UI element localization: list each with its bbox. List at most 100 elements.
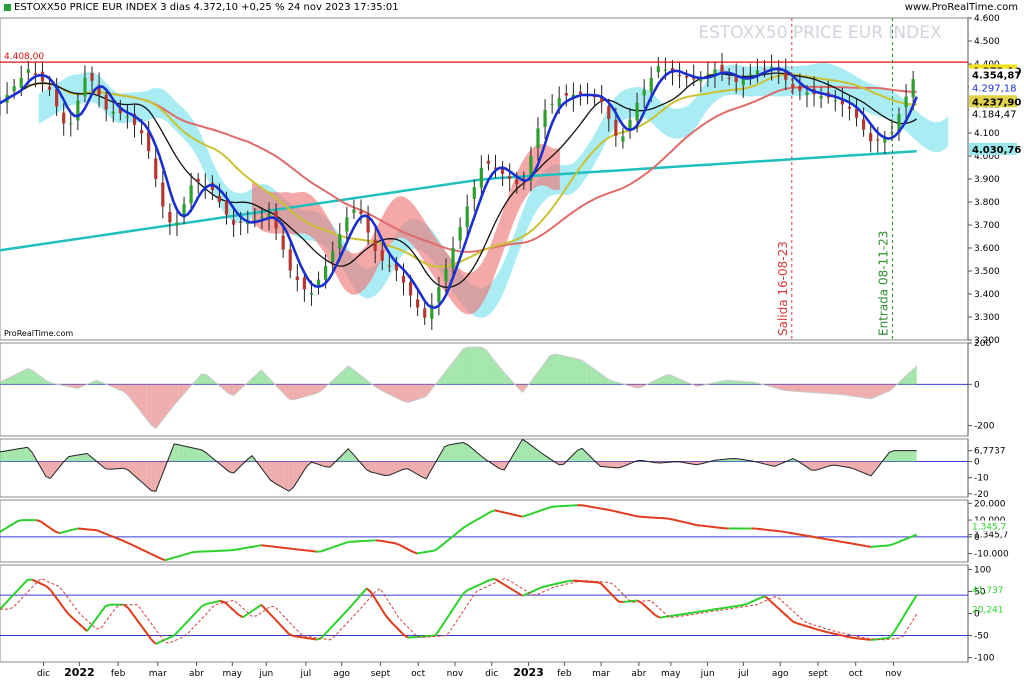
histogram-fill [339, 453, 344, 462]
candle-body [493, 167, 498, 169]
oscillator-segment [755, 596, 762, 601]
candle-body [97, 85, 101, 96]
oscillator-segment [81, 626, 88, 632]
histogram-fill [440, 446, 445, 462]
oscillator-segment [54, 530, 60, 535]
candle-body [685, 75, 689, 78]
oscillator-segment [760, 528, 766, 531]
oscillator-segment [632, 514, 638, 518]
prorealtime-logo-icon [4, 3, 11, 11]
candle-body [33, 73, 37, 75]
candle-body [869, 133, 873, 142]
oscillator-segment [508, 512, 514, 516]
histogram-fill [137, 384, 143, 414]
histogram-fill [605, 461, 610, 468]
oscillator-segment [105, 603, 111, 608]
oscillator-segment [645, 606, 652, 612]
histogram-fill [192, 447, 198, 462]
histogram-fill [178, 384, 184, 400]
candle-body [118, 107, 122, 114]
oscillator-segment [595, 506, 601, 510]
oscillator-segment [801, 623, 807, 628]
oscillator-segment [549, 505, 555, 509]
candle-body [720, 64, 724, 73]
oscillator-segment [852, 542, 858, 546]
x-tick-label: jun [258, 669, 273, 679]
oscillator-segment [443, 614, 451, 623]
oscillator-segment [412, 550, 418, 555]
oscillator-segment [448, 534, 455, 541]
oscillator-segment [659, 615, 665, 619]
oscillator-segment [494, 509, 500, 513]
black-line-label-bg [969, 68, 1017, 81]
oscillator-segment [233, 548, 239, 552]
oscillator-segment [866, 545, 872, 548]
y-tick-label: -100 [974, 654, 995, 664]
oscillator-segment [393, 624, 400, 631]
x-tick-label: mar [592, 669, 610, 679]
candle-body [904, 96, 908, 107]
candle-body [755, 70, 760, 76]
oscillator-segment [760, 595, 766, 599]
oscillator-segment [508, 586, 514, 592]
oscillator-segment [705, 608, 711, 612]
candle-body [699, 77, 703, 82]
oscillator-segment [72, 617, 79, 624]
oscillator-segment [251, 545, 257, 548]
oscillator-segment [398, 629, 405, 636]
oscillator-segment [164, 636, 171, 641]
x-tick-label: dic [485, 669, 498, 679]
histogram-fill [472, 347, 477, 385]
oscillator-segment [517, 514, 523, 518]
histogram-fill [311, 384, 317, 395]
histogram-fill [343, 448, 349, 462]
histogram-fill [233, 461, 239, 474]
oscillator-segment [746, 600, 753, 605]
histogram-fill [540, 361, 546, 385]
candle-body [394, 262, 399, 271]
histogram-fill [279, 384, 285, 395]
oscillator-segment [77, 622, 84, 628]
histogram-fill [119, 461, 124, 469]
oscillator-segment [669, 614, 674, 618]
oscillator-segment [430, 549, 436, 553]
histogram-fill [394, 384, 399, 400]
histogram-fill [293, 384, 298, 401]
x-tick-label: sept [371, 669, 391, 679]
histogram-fill [444, 366, 450, 385]
histogram-fill [820, 461, 826, 469]
oscillator-segment [600, 507, 606, 511]
histogram-fill [467, 347, 473, 385]
histogram-fill [297, 384, 303, 399]
oscillator-segment [3, 598, 10, 605]
y-tick-label: 0 [974, 380, 980, 390]
oscillator-segment [462, 524, 469, 530]
ma-cyan-label: 4.030,76 [972, 145, 1021, 156]
oscillator-segment [329, 623, 336, 630]
candle-body [741, 77, 745, 86]
oscillator-segment [0, 603, 6, 610]
oscillator-segment [701, 524, 706, 528]
histogram-fill [137, 461, 143, 483]
histogram-fill [169, 384, 175, 411]
histogram-fill [348, 365, 353, 385]
histogram-fill [183, 445, 188, 462]
oscillator-segment [141, 548, 148, 553]
histogram-fill [398, 384, 404, 402]
oscillator-segment [838, 633, 844, 637]
oscillator-segment [114, 536, 120, 541]
oscillator-segment [302, 636, 308, 640]
histogram-fill [224, 384, 230, 395]
candle-body [423, 308, 427, 318]
histogram-fill [261, 461, 266, 474]
histogram-fill [545, 355, 551, 385]
histogram-fill [866, 384, 871, 399]
oscillator-segment [892, 624, 900, 634]
histogram-fill [847, 384, 853, 397]
candle-body [762, 68, 767, 70]
histogram-fill [866, 461, 871, 476]
oscillator-segment [779, 530, 784, 533]
site-link[interactable]: www.ProRealTime.com [904, 2, 1018, 13]
histogram-fill [18, 448, 23, 462]
